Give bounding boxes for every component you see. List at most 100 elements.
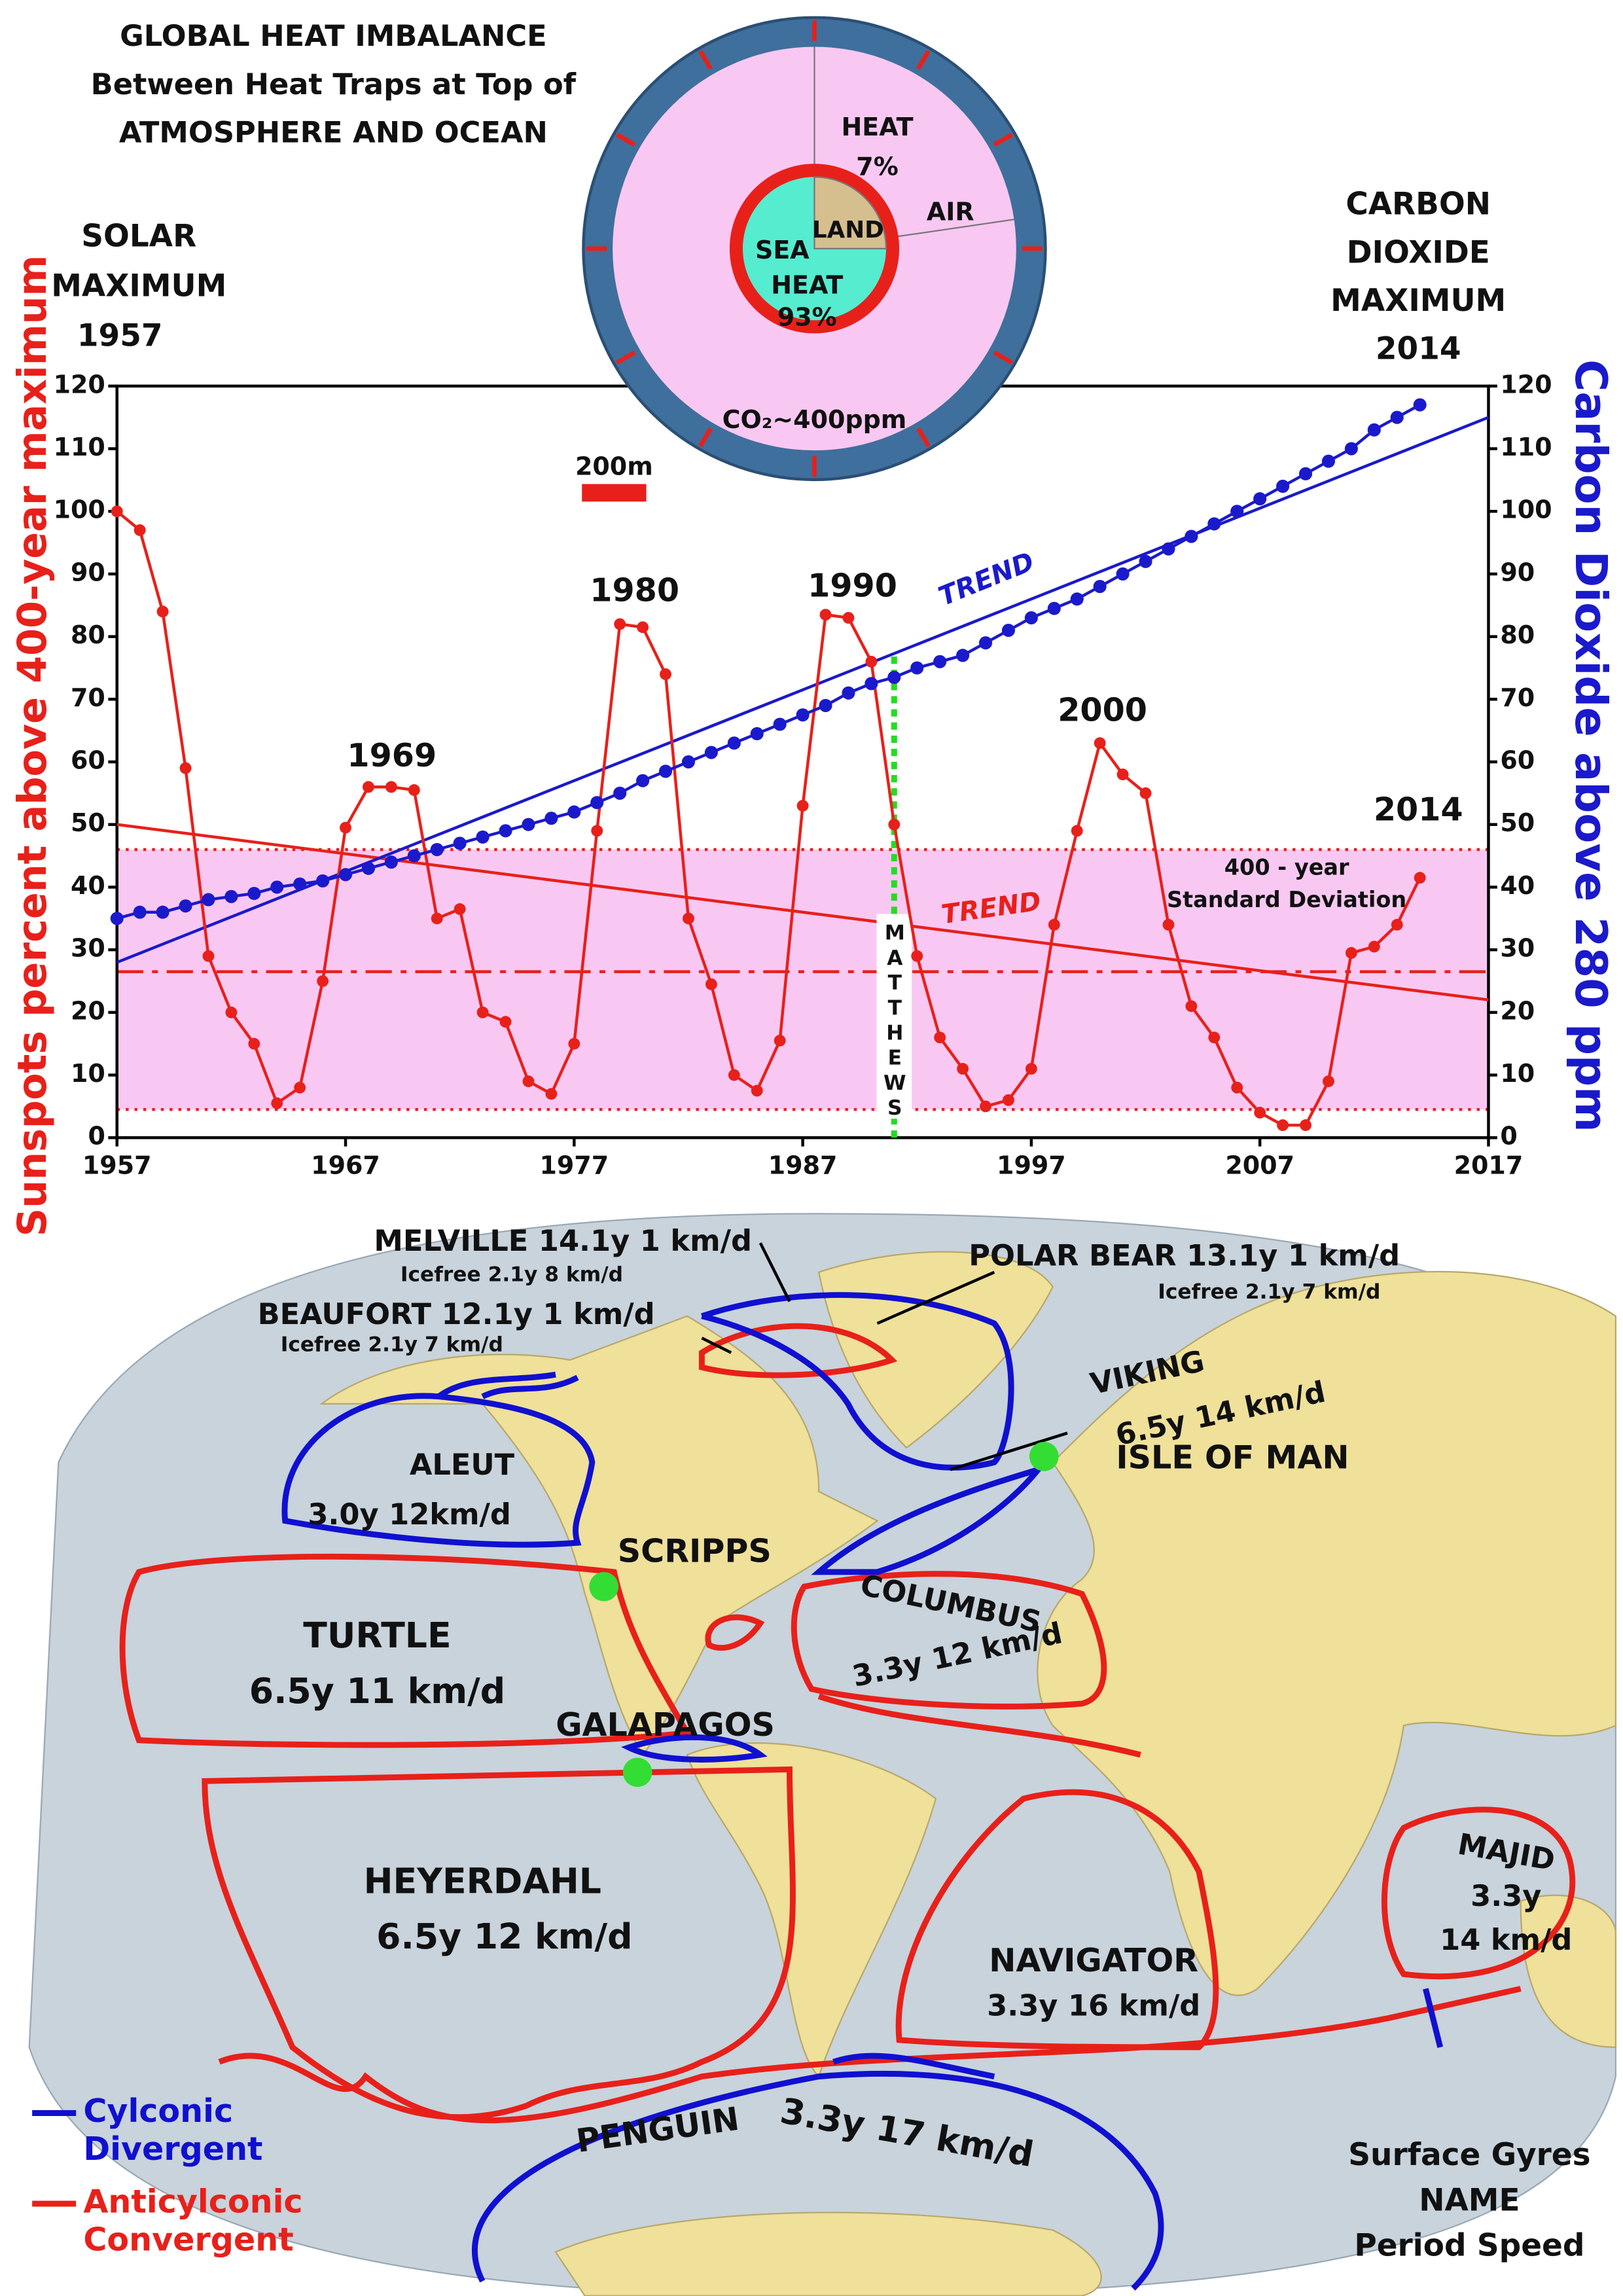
heat-arrow <box>698 427 713 448</box>
data-point <box>156 605 169 618</box>
heat-arrow <box>615 132 636 147</box>
data-point <box>225 1006 238 1018</box>
peak-label: 2000 <box>1058 691 1147 729</box>
y-tick-label: 60 <box>71 746 105 775</box>
x-tick-label: 2017 <box>1454 1151 1524 1179</box>
data-point <box>887 670 901 684</box>
data-point <box>614 618 626 630</box>
band-label: 400 - year <box>1224 855 1349 880</box>
co2-note: CARBON <box>1346 187 1491 223</box>
data-point <box>1414 872 1426 884</box>
data-point <box>156 905 169 919</box>
data-point <box>1185 529 1198 543</box>
station <box>622 1757 652 1787</box>
solar-note: 1957 <box>77 318 163 354</box>
gyre-label: ALEUT <box>410 1448 515 1482</box>
gyre-label: HEYERDAHL <box>364 1860 601 1901</box>
data-point <box>361 861 376 875</box>
co2-note: MAXIMUM <box>1330 283 1506 319</box>
data-point <box>1139 554 1152 568</box>
station-label: GALAPAGOS <box>556 1706 775 1744</box>
gyre-cyclonic <box>472 2070 1164 2291</box>
gyre-label: 6.5y 11 km/d <box>249 1670 505 1712</box>
y2-tick-label: 70 <box>1500 683 1535 712</box>
data-point <box>956 649 970 662</box>
data-point <box>179 899 192 913</box>
matthews-label: MATTHEWS <box>883 922 906 1122</box>
x-tick-label: 1987 <box>768 1151 838 1179</box>
y-tick-label: 50 <box>71 808 105 837</box>
data-point <box>658 764 673 778</box>
y2-tick-label: 50 <box>1500 808 1535 837</box>
x-tick-label: 2007 <box>1225 1151 1294 1179</box>
gyre-cyclonic <box>832 1988 1444 2080</box>
continent <box>1037 1270 1616 1996</box>
data-point <box>1116 768 1129 781</box>
heat-arrow <box>615 350 636 365</box>
data-point <box>247 886 261 901</box>
chart-title: GLOBAL HEAT IMBALANCE <box>120 19 547 53</box>
gyre-label: 3.3y <box>1471 1879 1541 1913</box>
gyre-label: Icefree 2.1y 7 km/d <box>281 1333 503 1357</box>
data-point <box>613 786 627 800</box>
data-point <box>1277 1119 1289 1132</box>
y2-tick-label: 40 <box>1500 871 1535 900</box>
y-tick-label: 80 <box>71 620 105 649</box>
data-point <box>544 812 558 825</box>
gyre-anticyclonic <box>791 1571 1107 1710</box>
data-point <box>1070 592 1084 606</box>
data-point <box>1001 624 1016 637</box>
heat-arrow <box>698 50 713 70</box>
y2-tick-label: 30 <box>1500 934 1535 963</box>
data-point <box>705 978 717 990</box>
peak-label: 1980 <box>590 571 679 609</box>
data-point <box>111 505 123 518</box>
continent <box>319 1315 879 1757</box>
legend-label: Convergent <box>83 2221 293 2259</box>
data-point <box>910 661 924 675</box>
pointer <box>701 1336 732 1354</box>
data-point <box>202 893 215 906</box>
pointer <box>758 1242 791 1302</box>
y2-tick-label: 0 <box>1500 1122 1517 1151</box>
heat-arrow <box>993 132 1013 147</box>
y-tick-label: 30 <box>71 934 105 963</box>
data-point <box>751 1085 763 1097</box>
trend-line <box>116 823 1489 1001</box>
inset-label: SEA <box>755 236 810 264</box>
data-point <box>1139 787 1152 799</box>
data-point <box>1185 1000 1198 1013</box>
data-point <box>819 698 832 712</box>
data-point <box>774 1034 786 1047</box>
data-point <box>1207 517 1221 531</box>
legend-label: Anticylconic <box>83 2183 302 2221</box>
data-point <box>591 825 603 837</box>
data-point <box>568 1037 580 1050</box>
station-label: SCRIPPS <box>618 1532 772 1570</box>
solar-note: MAXIMUM <box>51 268 226 304</box>
co2-note: DIOXIDE <box>1347 234 1490 270</box>
heat-arrow <box>916 427 931 448</box>
data-point <box>911 950 923 962</box>
data-point <box>270 880 284 894</box>
gyre-label: 6.5y 12 km/d <box>376 1916 632 1957</box>
y-tick-label: 10 <box>71 1059 105 1088</box>
data-point <box>454 903 466 915</box>
data-point <box>522 817 535 831</box>
data-point <box>1253 492 1267 506</box>
gyre-label: NAVIGATOR <box>989 1941 1198 1979</box>
inset-label: 7% <box>856 152 898 181</box>
x-tick-label: 1967 <box>311 1151 380 1179</box>
data-point <box>704 745 718 759</box>
data-point <box>294 1081 306 1094</box>
data-point <box>430 842 444 857</box>
gyre-anticyclonic <box>705 1614 765 1651</box>
gyre-cyclonic <box>437 1371 579 1399</box>
band-label: Standard Deviation <box>1167 887 1406 912</box>
key-text: Period Speed <box>1354 2228 1584 2264</box>
data-point <box>819 609 832 621</box>
co2-note: 2014 <box>1376 331 1461 367</box>
inset-label: AIR <box>927 198 974 226</box>
chart-title: Between Heat Traps at Top of <box>91 67 577 101</box>
